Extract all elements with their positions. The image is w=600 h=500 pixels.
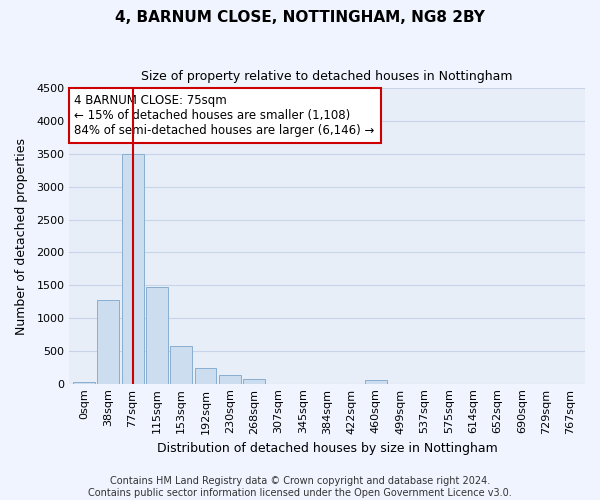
Bar: [243, 379, 265, 384]
Text: 4 BARNUM CLOSE: 75sqm
← 15% of detached houses are smaller (1,108)
84% of semi-d: 4 BARNUM CLOSE: 75sqm ← 15% of detached …: [74, 94, 375, 137]
Bar: [170, 346, 192, 384]
Bar: [194, 368, 217, 384]
X-axis label: Distribution of detached houses by size in Nottingham: Distribution of detached houses by size …: [157, 442, 497, 455]
Bar: [73, 382, 95, 384]
Bar: [219, 375, 241, 384]
Y-axis label: Number of detached properties: Number of detached properties: [15, 138, 28, 334]
Bar: [97, 300, 119, 384]
Text: Contains HM Land Registry data © Crown copyright and database right 2024.
Contai: Contains HM Land Registry data © Crown c…: [88, 476, 512, 498]
Bar: [122, 154, 143, 384]
Text: 4, BARNUM CLOSE, NOTTINGHAM, NG8 2BY: 4, BARNUM CLOSE, NOTTINGHAM, NG8 2BY: [115, 10, 485, 25]
Bar: [365, 380, 387, 384]
Title: Size of property relative to detached houses in Nottingham: Size of property relative to detached ho…: [142, 70, 513, 83]
Bar: [146, 287, 168, 384]
